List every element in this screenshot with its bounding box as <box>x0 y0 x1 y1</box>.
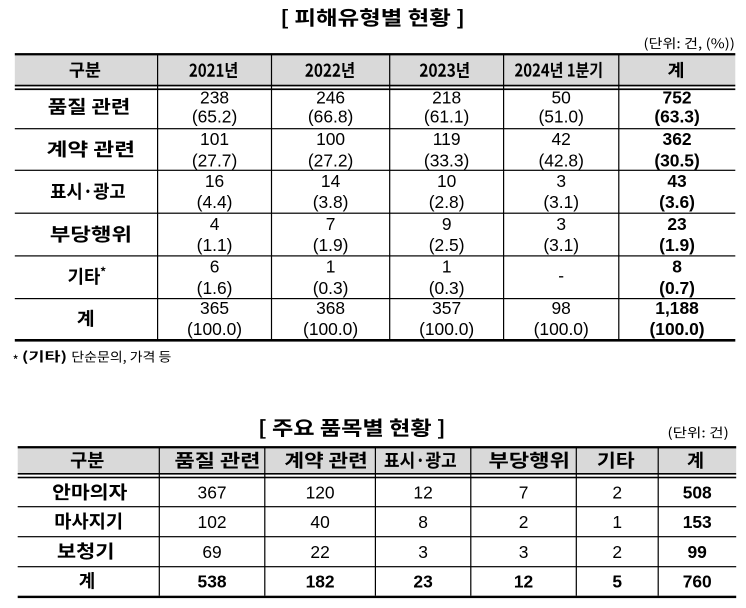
svg-text:(27.2): (27.2) <box>308 150 353 170</box>
svg-text:218: 218 <box>432 87 461 107</box>
svg-text:(65.2): (65.2) <box>192 106 237 126</box>
svg-text:1: 1 <box>326 257 336 277</box>
svg-text:508: 508 <box>683 482 712 502</box>
svg-text:3: 3 <box>418 542 428 562</box>
svg-text:12: 12 <box>514 572 533 592</box>
svg-text:(2.8): (2.8) <box>429 192 465 212</box>
svg-text:365: 365 <box>200 298 229 318</box>
svg-text:238: 238 <box>200 87 229 107</box>
svg-text:(63.3): (63.3) <box>654 106 699 126</box>
svg-text:(30.5): (30.5) <box>654 150 699 170</box>
svg-text:362: 362 <box>663 129 692 149</box>
svg-text:760: 760 <box>683 572 712 592</box>
svg-text:182: 182 <box>306 572 335 592</box>
svg-text:(100.0): (100.0) <box>187 319 242 339</box>
svg-text:1: 1 <box>612 512 622 532</box>
svg-text:(100.0): (100.0) <box>419 319 474 339</box>
svg-text:2: 2 <box>519 512 529 532</box>
svg-text:40: 40 <box>310 512 329 532</box>
svg-text:119: 119 <box>433 129 461 149</box>
svg-text:538: 538 <box>198 572 227 592</box>
svg-text:(1.9): (1.9) <box>659 235 695 255</box>
svg-text:246: 246 <box>316 87 345 107</box>
svg-text:101: 101 <box>200 129 229 149</box>
svg-text:12: 12 <box>413 482 432 502</box>
svg-text:1,188: 1,188 <box>655 298 699 318</box>
svg-text:(0.7): (0.7) <box>659 278 695 298</box>
svg-text:(3.1): (3.1) <box>543 192 579 212</box>
svg-text:4: 4 <box>210 214 220 234</box>
svg-text:(33.3): (33.3) <box>424 150 469 170</box>
svg-text:69: 69 <box>202 542 221 562</box>
svg-text:-: - <box>558 265 564 285</box>
svg-text:2: 2 <box>612 542 622 562</box>
svg-text:43: 43 <box>667 171 687 191</box>
svg-text:102: 102 <box>198 512 227 532</box>
svg-text:1: 1 <box>442 257 452 277</box>
svg-text:367: 367 <box>198 482 227 502</box>
svg-text:7: 7 <box>326 214 336 234</box>
svg-text:(51.0): (51.0) <box>538 106 583 126</box>
svg-text:3: 3 <box>519 542 529 562</box>
svg-text:368: 368 <box>316 298 345 318</box>
svg-text:(0.3): (0.3) <box>313 278 349 298</box>
svg-text:(100.0): (100.0) <box>303 319 358 339</box>
svg-text:357: 357 <box>432 298 461 318</box>
svg-text:99: 99 <box>688 542 708 562</box>
svg-text:153: 153 <box>683 512 712 532</box>
svg-text:3: 3 <box>556 214 566 234</box>
svg-text:100: 100 <box>316 129 345 149</box>
svg-text:(3.8): (3.8) <box>313 192 349 212</box>
svg-text:9: 9 <box>442 214 452 234</box>
svg-text:22: 22 <box>310 542 329 562</box>
svg-text:42: 42 <box>552 129 571 149</box>
svg-text:120: 120 <box>306 482 335 502</box>
svg-text:752: 752 <box>663 87 692 107</box>
svg-text:(100.0): (100.0) <box>649 319 704 339</box>
svg-text:23: 23 <box>667 214 687 234</box>
svg-text:(1.6): (1.6) <box>197 278 233 298</box>
svg-text:(4.4): (4.4) <box>197 192 233 212</box>
svg-text:50: 50 <box>552 87 571 107</box>
svg-text:98: 98 <box>552 298 571 318</box>
svg-text:(2.5): (2.5) <box>429 235 465 255</box>
svg-text:(66.8): (66.8) <box>308 106 353 126</box>
svg-text:(42.8): (42.8) <box>538 150 583 170</box>
svg-text:(61.1): (61.1) <box>424 106 469 126</box>
svg-text:2: 2 <box>612 482 622 502</box>
svg-text:8: 8 <box>418 512 428 532</box>
svg-text:(1.9): (1.9) <box>313 235 349 255</box>
svg-text:7: 7 <box>519 482 529 502</box>
svg-text:16: 16 <box>205 171 224 191</box>
svg-text:(3.6): (3.6) <box>659 192 695 212</box>
svg-text:(3.1): (3.1) <box>543 235 579 255</box>
svg-text:(100.0): (100.0) <box>534 319 589 339</box>
svg-text:8: 8 <box>672 257 682 277</box>
svg-text:14: 14 <box>321 171 341 191</box>
svg-text:23: 23 <box>413 572 433 592</box>
svg-text:10: 10 <box>437 171 456 191</box>
svg-text:(1.1): (1.1) <box>197 235 233 255</box>
svg-text:(0.3): (0.3) <box>429 278 465 298</box>
svg-text:6: 6 <box>210 257 220 277</box>
svg-text:(27.7): (27.7) <box>192 150 237 170</box>
svg-text:5: 5 <box>612 572 622 592</box>
svg-text:3: 3 <box>556 171 566 191</box>
